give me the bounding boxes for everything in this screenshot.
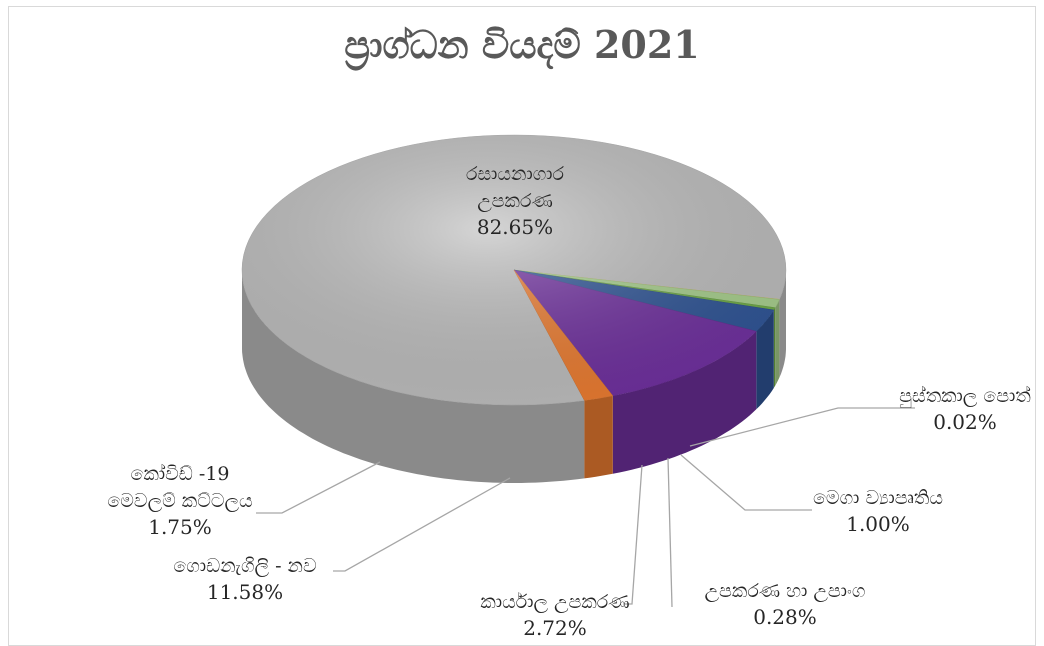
slice-value-label: 1.75%: [148, 515, 212, 539]
slice-category-label: කෝවිඩ් -19: [131, 463, 230, 485]
slice-category-label: කාර්යාල උපකරණ: [480, 591, 629, 613]
slice-category-label: උපකරණ හා උපාංග: [705, 580, 866, 602]
leader-line: [681, 455, 812, 510]
slice-value-label: 1.00%: [846, 512, 910, 536]
slice-value-label: 82.65%: [477, 215, 553, 239]
pie-slice-side: [584, 396, 612, 479]
leader-line: [333, 478, 510, 571]
slice-category-label: මෙවලම් කට්ටලය: [107, 490, 252, 512]
pie-slice-side: [774, 308, 775, 388]
slice-value-label: 2.72%: [523, 616, 587, 639]
slice-category-label: ගොඩනැගිලි - නව: [173, 555, 316, 577]
slice-category-label: උපකරණ: [477, 190, 553, 212]
slice-category-label: රසායනාගාර: [466, 163, 565, 185]
pie-slice-side: [775, 300, 779, 386]
slice-value-label: 0.02%: [933, 410, 997, 434]
leader-line: [668, 458, 672, 607]
slice-category-label: මෙගා ව්‍යාපෘතිය: [813, 487, 943, 509]
slice-category-label: පුස්තකාල පොත්: [899, 385, 1031, 409]
slice-value-label: 0.28%: [753, 605, 817, 629]
leader-line: [623, 465, 642, 604]
leader-line: [256, 462, 380, 513]
slice-value-label: 11.58%: [207, 580, 283, 604]
